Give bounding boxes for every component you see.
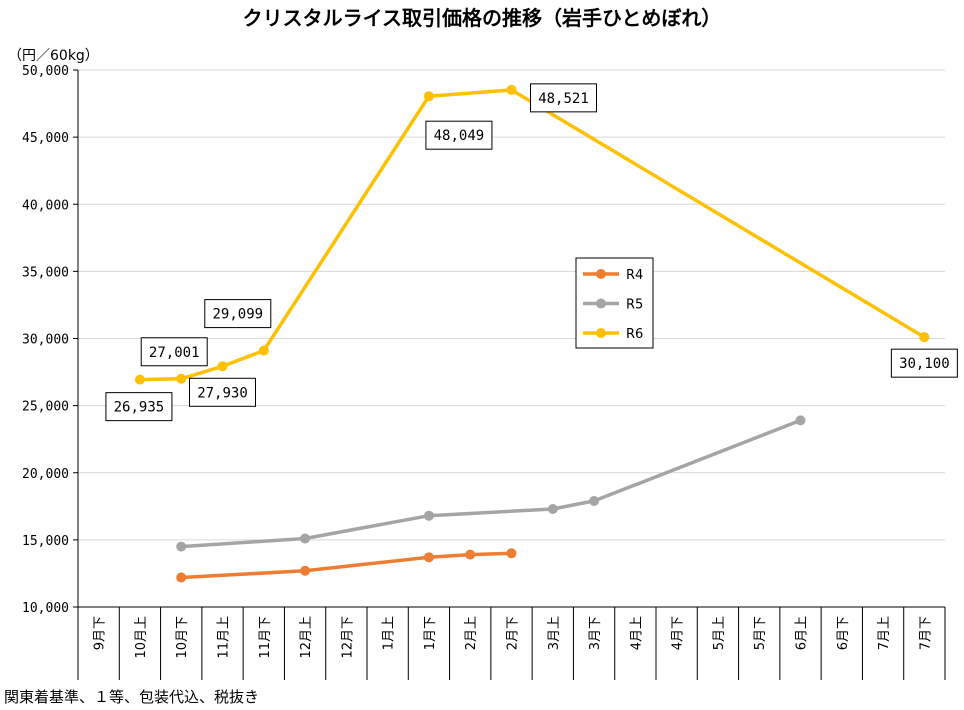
data-label-text: 48,521: [538, 91, 589, 107]
x-tick-label-7: 1月上: [382, 616, 397, 650]
x-tick-label-3: 11月上: [217, 616, 232, 659]
point-r6-10: [506, 84, 517, 95]
point-r4-10: [506, 548, 517, 559]
x-tick-label-11: 3月上: [547, 616, 562, 650]
y-tick-label-10000: 10,000: [22, 601, 69, 616]
data-label-text: 26,935: [114, 400, 165, 416]
point-r6-2: [176, 373, 187, 384]
series-group: [134, 84, 930, 583]
point-r5-17: [795, 415, 806, 426]
chart-title: クリスタルライス取引価格の推移（岩手ひとめぼれ）: [243, 6, 722, 30]
data-label-box: [530, 83, 597, 113]
point-r6-8: [423, 91, 434, 102]
data-labels: 26,935 27,001 27,930 29,099 48,049 48,521 30,1…: [105, 83, 958, 422]
data-label-text: 29,099: [212, 307, 263, 323]
series-line-r6: [138, 88, 927, 382]
x-tick-label-8: 1月下: [423, 616, 438, 650]
y-tick-label-40000: 40,000: [22, 198, 69, 213]
legend: R4 R5 R6: [575, 257, 654, 349]
point-r4-5: [300, 565, 311, 576]
data-label-text: 48,049: [434, 128, 485, 144]
data-label-r6-4: 29,099: [204, 299, 272, 329]
point-r5-11: [547, 503, 558, 514]
point-r4-8: [423, 552, 434, 563]
x-tick-label-19: 7月上: [877, 616, 892, 650]
data-label-box: [890, 348, 958, 378]
x-tick-label-9: 2月上: [464, 616, 479, 650]
y-tick-label-45000: 45,000: [22, 131, 69, 146]
data-label-r6-10: 48,521: [530, 83, 597, 113]
y-tick-label-30000: 30,000: [22, 333, 69, 348]
x-tick-label-2: 10月下: [175, 616, 190, 659]
footnote: 関東着基準、１等、包装代込、税抜き: [4, 688, 259, 706]
legend-item-r4: R4: [583, 268, 643, 283]
data-label-r6-2: 27,001: [140, 337, 208, 367]
legend-swatch-marker-r4: [596, 269, 606, 279]
point-r6-20: [919, 332, 930, 343]
series-line-r4: [179, 551, 514, 580]
data-label-text: 27,001: [149, 345, 200, 361]
data-label-text: 30,100: [899, 356, 950, 372]
y-tick-label-15000: 15,000: [22, 534, 69, 549]
y-axis-ticks: 10,000 15,000 20,000 25,000 30,000 35,000 40,0…: [22, 64, 78, 616]
legend-label-r4: R4: [626, 268, 643, 283]
y-tick-label-50000: 50,000: [22, 64, 69, 79]
point-r6-4: [258, 345, 269, 356]
point-r5-8: [423, 510, 434, 521]
point-r5-5: [300, 533, 311, 544]
x-tick-label-10: 2月下: [506, 616, 521, 650]
x-tick-label-20: 7月下: [918, 616, 933, 650]
point-r5-2: [176, 541, 187, 552]
x-tick-label-4: 11月下: [258, 616, 273, 659]
legend-swatch-marker-r6: [596, 328, 606, 338]
x-tick-label-12: 3月下: [588, 616, 603, 650]
point-r4-9: [465, 549, 476, 560]
data-label-box: [425, 120, 493, 150]
x-tick-label-0: 9月下: [93, 616, 108, 650]
x-tick-label-18: 6月下: [836, 616, 851, 650]
x-tick-label-13: 4月上: [629, 616, 644, 650]
legend-label-r5: R5: [626, 298, 643, 313]
legend-item-r5: R5: [583, 298, 643, 313]
x-axis-ticks: 9月下 10月上 10月下 11月上 11月下 12月上 12月下 1月上 1月下 2月上 2月下 3…: [77, 607, 946, 680]
x-tick-label-17: 6月上: [795, 616, 810, 650]
legend-label-r6: R6: [626, 327, 643, 342]
point-r4-2: [176, 572, 187, 583]
x-tick-label-16: 5月下: [753, 616, 768, 650]
y-tick-label-35000: 35,000: [22, 265, 69, 280]
x-tick-label-5: 12月上: [299, 616, 314, 659]
y-tick-label-20000: 20,000: [22, 467, 69, 482]
x-tick-label-14: 4月下: [671, 616, 686, 650]
data-label-box: [204, 299, 272, 329]
point-r6-3: [217, 361, 228, 372]
x-tick-label-6: 12月下: [340, 616, 355, 659]
data-label-box: [140, 337, 208, 367]
point-r5-12: [589, 495, 600, 506]
data-label-r6-3: 27,930: [189, 377, 256, 407]
y-tick-label-25000: 25,000: [22, 400, 69, 415]
x-tick-label-1: 10月上: [134, 616, 149, 659]
legend-swatch-marker-r5: [596, 298, 606, 309]
data-label-r6-1: 26,935: [105, 392, 173, 422]
data-label-box: [189, 377, 256, 407]
data-label-r6-20: 30,100: [890, 348, 958, 378]
data-label-text: 27,930: [197, 385, 248, 401]
point-r6-1: [134, 374, 145, 385]
gridlines-and-axes: [77, 69, 945, 608]
series-line-r5: [179, 418, 803, 549]
data-label-box: [105, 392, 173, 422]
x-tick-label-15: 5月上: [712, 616, 727, 650]
data-label-r6-8: 48,049: [425, 120, 493, 150]
legend-item-r6: R6: [583, 327, 643, 342]
y-axis-unit-label: （円／60kg）: [8, 48, 99, 64]
